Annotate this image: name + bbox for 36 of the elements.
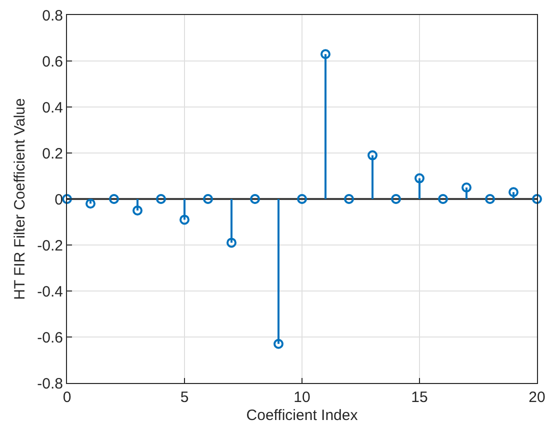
x-tick-label: 10 [294, 389, 310, 406]
y-tick-label: 0.6 [42, 53, 63, 70]
point [414, 173, 424, 184]
point [156, 194, 166, 204]
x-axis-title: Coefficient Index [246, 407, 358, 424]
point [532, 194, 542, 204]
point [485, 194, 495, 204]
point [438, 194, 448, 204]
x-tick-label: 5 [180, 389, 189, 406]
y-tick-label: -0.4 [37, 283, 63, 300]
point [62, 194, 72, 204]
y-tick-label: 0.4 [42, 99, 63, 116]
point [274, 338, 284, 349]
y-tick-label: 0.2 [42, 145, 63, 162]
point [109, 194, 119, 204]
x-tick-label: 20 [528, 389, 546, 406]
point [391, 194, 401, 204]
y-tick-label: -0.6 [37, 329, 63, 346]
point [250, 194, 260, 204]
y-tick-label: -0.2 [37, 237, 63, 254]
point [86, 198, 96, 209]
point [344, 194, 354, 204]
x-tick-label: 15 [411, 389, 428, 406]
point [132, 206, 142, 216]
point [368, 150, 378, 160]
point [508, 187, 518, 198]
y-tick-label: 0 [54, 191, 63, 208]
y-tick-label: -0.8 [37, 375, 63, 392]
point [320, 49, 330, 60]
point [180, 214, 190, 225]
point [462, 182, 472, 192]
point [297, 194, 307, 204]
point [203, 194, 213, 204]
point [226, 238, 236, 248]
y-axis-title: HT FIR Filter Coefficient Value [11, 98, 28, 300]
y-tick-label: 0.8 [42, 7, 63, 24]
